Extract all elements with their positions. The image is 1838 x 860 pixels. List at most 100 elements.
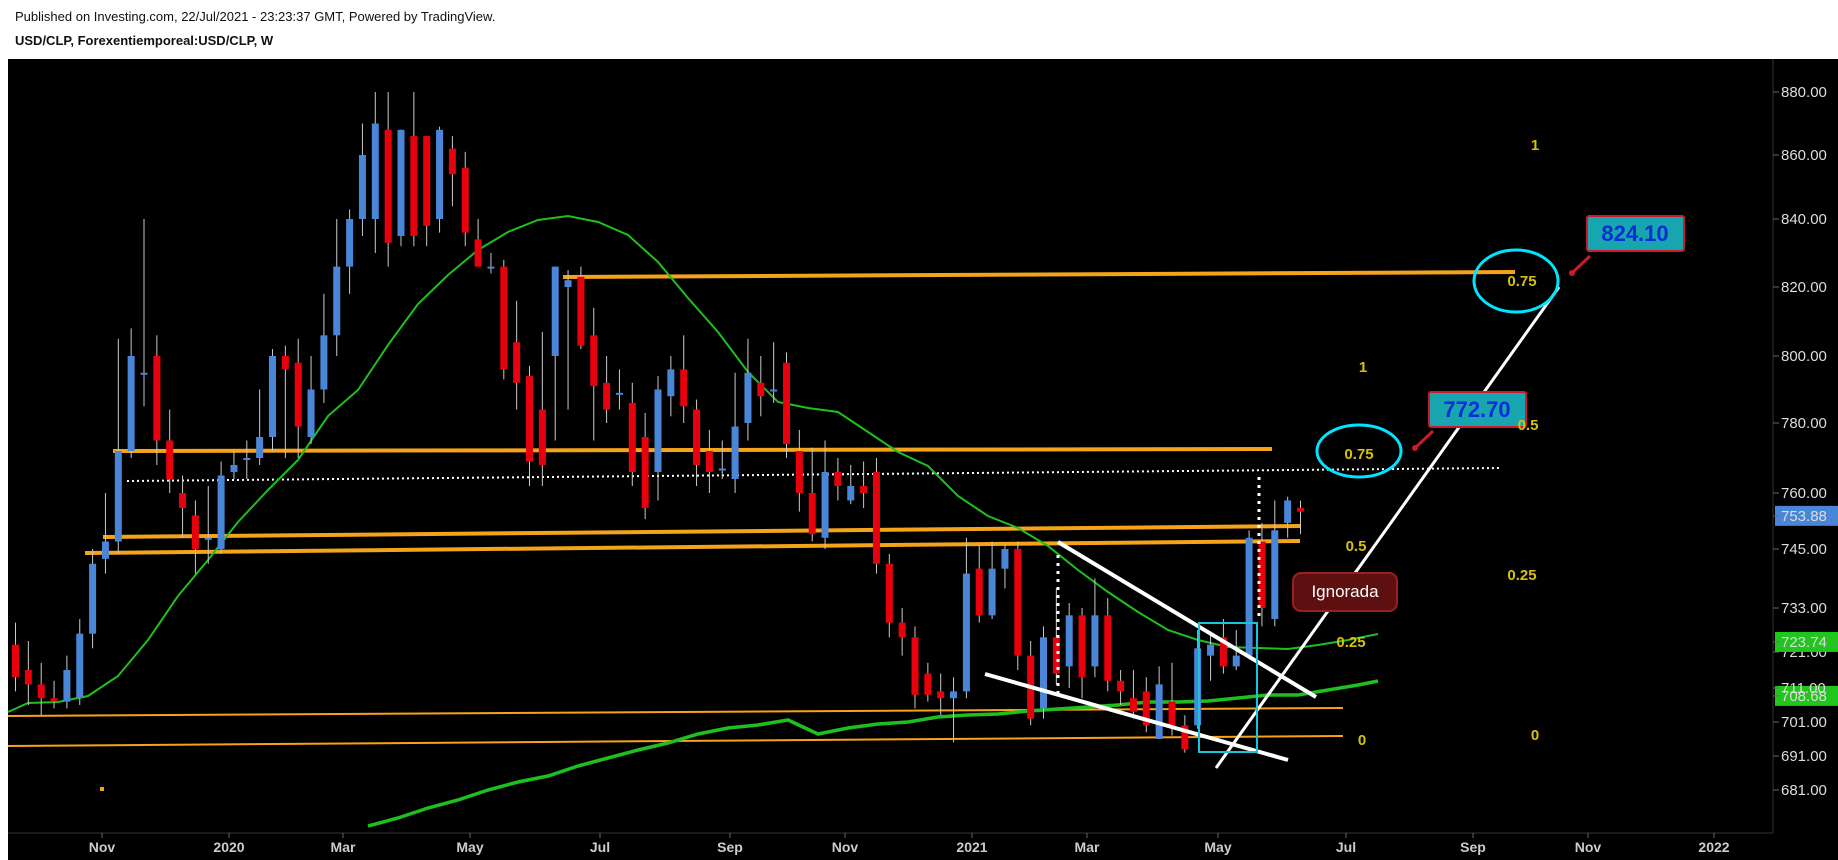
candle xyxy=(1040,626,1047,719)
candle xyxy=(795,430,803,512)
candle-body xyxy=(1181,725,1189,750)
fibonacci-levels: 1 0.75 0.5 0.25 0 1 0.75 0.5 0.25 0 xyxy=(1336,137,1539,749)
candle-body xyxy=(924,673,932,695)
candle xyxy=(474,219,482,267)
candle xyxy=(436,126,444,233)
candle-body xyxy=(217,475,225,549)
support-line-lower xyxy=(84,539,1301,555)
fib-lower-1: 1 xyxy=(1359,359,1367,376)
price-tag-bg xyxy=(1775,685,1838,706)
candle xyxy=(1194,630,1202,729)
fib-upper-075: 0.75 xyxy=(1507,273,1536,290)
candle xyxy=(191,500,199,574)
callout-dot-772 xyxy=(1412,445,1418,451)
candle xyxy=(487,253,495,274)
stray-marker xyxy=(100,787,104,791)
callout-box-824 xyxy=(1586,215,1685,252)
fib-upper-05: 0.5 xyxy=(1518,417,1539,434)
price-tick-label: 880.00 xyxy=(1781,84,1827,101)
candle xyxy=(628,382,636,486)
candle-body xyxy=(1297,507,1304,512)
candle xyxy=(1155,666,1163,739)
candle-body xyxy=(577,276,585,346)
candle-body xyxy=(101,541,109,559)
candle xyxy=(860,461,868,508)
candle xyxy=(230,451,238,479)
candle-body xyxy=(333,266,341,336)
candle-body xyxy=(1040,637,1047,709)
candle xyxy=(243,440,251,479)
time-tick-label: 2022 xyxy=(1698,839,1729,855)
candle-body xyxy=(1142,691,1150,726)
candle-body xyxy=(423,136,431,226)
candle-body xyxy=(770,389,778,392)
candle-body xyxy=(603,382,611,410)
price-tag-bg xyxy=(1775,631,1838,652)
candle-body xyxy=(1091,615,1099,667)
time-tick-label: Jul xyxy=(590,839,610,855)
time-tick-label: May xyxy=(1204,839,1231,855)
candle-body xyxy=(590,335,598,387)
candle xyxy=(1245,530,1253,660)
candle-body xyxy=(76,633,84,699)
candle-body xyxy=(988,568,996,616)
candle xyxy=(1207,633,1215,681)
candle-body xyxy=(847,486,855,501)
candle xyxy=(50,680,58,709)
dotted-horizontal-line xyxy=(126,467,1501,482)
wedge-lower-line xyxy=(984,672,1289,762)
candle xyxy=(37,662,45,716)
candle-body xyxy=(320,335,328,390)
candles xyxy=(12,92,1304,753)
candle xyxy=(1091,578,1099,678)
target-circle-lower xyxy=(1315,423,1403,479)
candle-body xyxy=(937,691,945,699)
candle xyxy=(1142,677,1150,733)
candle xyxy=(757,356,765,417)
candle-body xyxy=(269,356,276,437)
candle xyxy=(294,338,302,458)
candle xyxy=(256,389,264,465)
time-tick-label: Sep xyxy=(717,839,743,855)
candle xyxy=(847,465,855,505)
candle-body xyxy=(37,684,45,699)
candle xyxy=(281,345,289,458)
fib-lower-05: 0.5 xyxy=(1346,538,1367,555)
candle-body xyxy=(1271,530,1279,619)
candle-body xyxy=(500,266,508,370)
candle xyxy=(1052,588,1060,685)
callout-pointer-824 xyxy=(1570,254,1592,275)
candle xyxy=(1258,522,1266,627)
candle-body xyxy=(1168,701,1176,726)
candle-body xyxy=(140,372,148,375)
candle xyxy=(140,219,148,407)
candle xyxy=(410,92,418,247)
fib-upper-1: 1 xyxy=(1531,137,1539,154)
candle xyxy=(962,537,970,699)
candle-body xyxy=(1052,637,1060,674)
candle xyxy=(12,622,19,692)
candle xyxy=(448,136,456,207)
candle xyxy=(808,447,816,542)
candle-body xyxy=(1078,615,1086,678)
price-tick-label: 753.88 xyxy=(1781,508,1827,525)
resistance-line-mid xyxy=(112,447,1273,453)
candle xyxy=(538,331,546,486)
candle-body xyxy=(436,129,444,219)
candle xyxy=(1001,545,1009,589)
candle xyxy=(821,440,829,549)
candle-body xyxy=(371,123,379,219)
price-tick-label: 820.00 xyxy=(1781,279,1827,296)
candle xyxy=(384,92,392,267)
candle-body xyxy=(50,698,58,702)
candle-body xyxy=(1219,637,1227,667)
candle xyxy=(101,493,109,574)
candle xyxy=(114,338,122,554)
candle-body xyxy=(384,129,392,243)
price-tick-label: 745.00 xyxy=(1781,541,1827,558)
candle xyxy=(371,92,379,253)
candle xyxy=(551,266,559,441)
candle xyxy=(153,335,161,465)
candle xyxy=(346,209,354,294)
